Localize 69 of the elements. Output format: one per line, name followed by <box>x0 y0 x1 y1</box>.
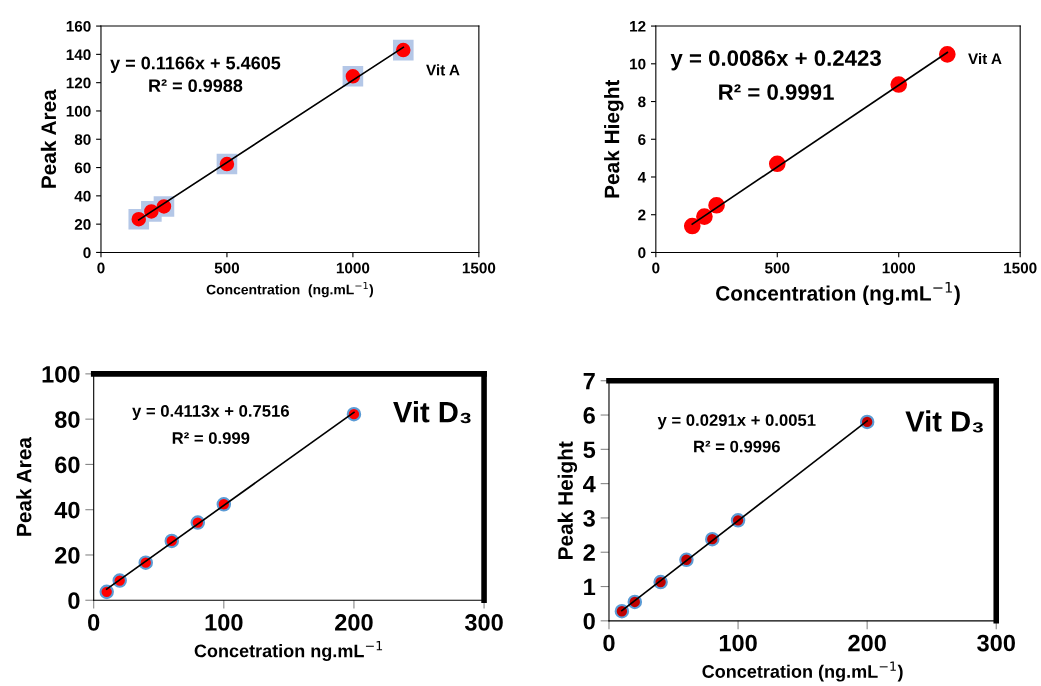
y-tick-label: 40 <box>54 501 80 519</box>
point <box>614 603 630 619</box>
y-tick-label: 6 <box>638 134 646 145</box>
y-tick-label: 0 <box>638 247 646 259</box>
annotation: Vit D₃ <box>393 401 471 424</box>
annotation: Vit A <box>968 52 1002 65</box>
point <box>683 217 701 235</box>
y-tick-label: 20 <box>55 547 80 564</box>
annotation: y = 0.0086x + 0.2423 <box>670 50 881 71</box>
x-tick-label: 1000 <box>882 262 916 274</box>
y-tick-label: 7 <box>583 373 595 390</box>
x-axis-title: Concetration (ng.mL$^{−1}$) <box>702 661 903 682</box>
annotation: y = 0.0291x + 0.0051 <box>657 414 816 430</box>
y-axis-title: Peak Hieght <box>604 79 624 198</box>
x-tick-label: 500 <box>765 262 790 274</box>
x-tick-label: 200 <box>335 614 373 631</box>
y-axis-title: Peak Area <box>40 89 57 188</box>
x-tick-label: 500 <box>214 262 240 274</box>
x-axis-title: Concentration (ng.mL$^{−1}$) <box>206 281 374 298</box>
y-tick-label: 8 <box>638 96 646 108</box>
point <box>859 414 875 430</box>
x-tick-label: 1500 <box>462 262 496 274</box>
y-tick-label: 1 <box>584 578 596 596</box>
x-tick-label: 100 <box>719 634 757 652</box>
x-axis-title: Concentration (ng.mL$^{−1}$) <box>716 281 960 305</box>
annotation: Vit A <box>426 64 460 76</box>
y-tick-label: 5 <box>583 441 596 459</box>
y-tick-label: 12 <box>630 20 646 32</box>
annotation: Vit D₃ <box>905 410 983 433</box>
annotation: R² = 0.9988 <box>149 79 243 93</box>
y-tick-label: 80 <box>54 411 80 428</box>
y-tick-label: 40 <box>74 190 91 202</box>
y-axis-title: Peak Height <box>557 441 578 560</box>
x-tick-label: 1000 <box>336 262 370 274</box>
y-tick-label: 120 <box>66 77 91 89</box>
x-tick-label: 1500 <box>1004 262 1037 274</box>
y-tick-label: 160 <box>66 20 91 32</box>
x-tick-label: 0 <box>603 634 615 652</box>
y-tick-label: 3 <box>583 510 595 527</box>
point <box>99 584 114 600</box>
y-tick-label: 2 <box>583 544 595 561</box>
y-tick-label: 10 <box>630 58 646 70</box>
y-tick-label: 2 <box>638 209 646 221</box>
annotation: R² = 0.9991 <box>719 84 834 100</box>
y-tick-label: 100 <box>42 365 80 383</box>
y-tick-label: 4 <box>583 475 596 493</box>
y-tick-label: 0 <box>83 247 91 259</box>
y-tick-label: 140 <box>66 49 91 61</box>
x-tick-label: 100 <box>205 614 243 631</box>
y-tick-label: 60 <box>55 456 80 474</box>
y-axis-title: Peak Area <box>16 436 32 536</box>
x-tick-label: 0 <box>97 262 105 274</box>
annotation: R² = 0.999 <box>172 432 250 444</box>
y-tick-label: 4 <box>637 172 647 183</box>
x-axis-title: Concetration ng.mL$^{−1}$ <box>194 641 383 661</box>
x-tick-label: 200 <box>848 634 886 652</box>
annotation: y = 0.1166x + 5.4605 <box>110 56 281 73</box>
x-tick-label: 0 <box>652 262 660 274</box>
annotation: R² = 0.9996 <box>694 440 780 453</box>
y-tick-label: 0 <box>68 592 80 610</box>
y-tick-label: 60 <box>74 162 91 174</box>
point <box>938 46 956 63</box>
annotation: y = 0.4113x + 0.7516 <box>132 405 289 421</box>
y-tick-label: 6 <box>583 407 595 424</box>
x-tick-label: 300 <box>464 614 503 631</box>
y-tick-label: 20 <box>74 219 91 230</box>
x-tick-label: 300 <box>977 634 1015 652</box>
y-tick-label: 100 <box>66 105 91 117</box>
y-tick-label: 80 <box>74 134 91 145</box>
